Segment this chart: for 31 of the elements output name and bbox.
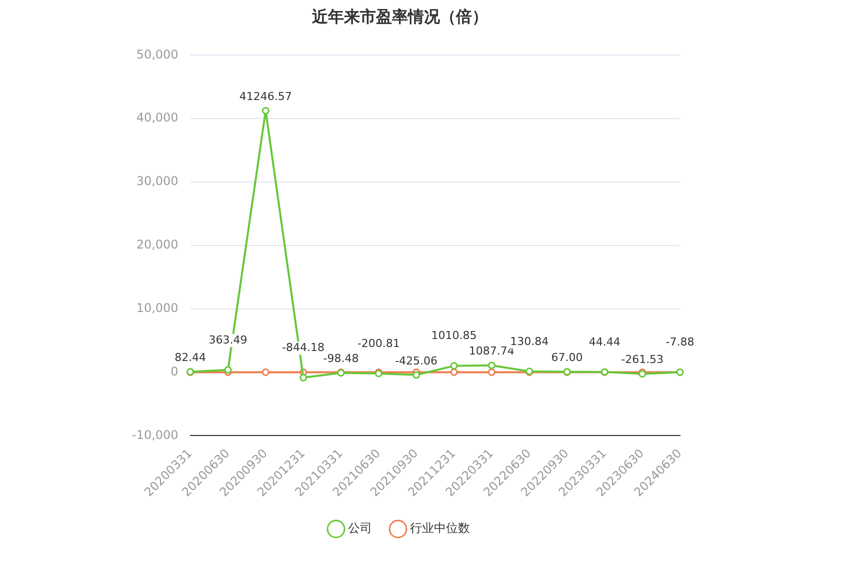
data-label: -844.18: [282, 340, 325, 354]
point: [300, 374, 308, 382]
data-label: -98.48: [323, 352, 359, 366]
point: [262, 368, 270, 376]
point: [450, 368, 458, 376]
data-label: -7.88: [666, 336, 694, 349]
data-label: -261.53: [621, 353, 664, 366]
data-label: -200.81: [357, 336, 400, 350]
data-label: 67.00: [551, 351, 583, 364]
point: [450, 362, 458, 370]
data-label: 1010.85: [431, 329, 477, 342]
y-tick-label: 20,000: [136, 238, 178, 252]
point: [412, 371, 420, 379]
data-label: 82.44: [174, 351, 206, 364]
data-label: 363.49: [208, 333, 248, 346]
chart-title: 近年来市盈率情况（倍）: [311, 6, 488, 26]
y-tick-label: 10,000: [136, 300, 178, 315]
point: [488, 368, 496, 376]
data-label: 44.44: [588, 335, 620, 348]
data-label: 41246.57: [239, 90, 292, 104]
point: [488, 362, 496, 370]
y-tick-label: 30,000: [136, 174, 178, 188]
legend-label: 行业中位数: [410, 521, 470, 536]
legend-label: 公司: [348, 521, 372, 536]
data-label: -425.06: [395, 354, 438, 368]
data-label: 130.84: [510, 334, 549, 348]
y-tick-label: 40,000: [136, 110, 178, 125]
point: [262, 106, 270, 114]
y-tick-label: 50,000: [136, 47, 178, 62]
y-tick-label: 0: [170, 364, 178, 378]
y-tick-label: -10,000: [132, 428, 178, 442]
